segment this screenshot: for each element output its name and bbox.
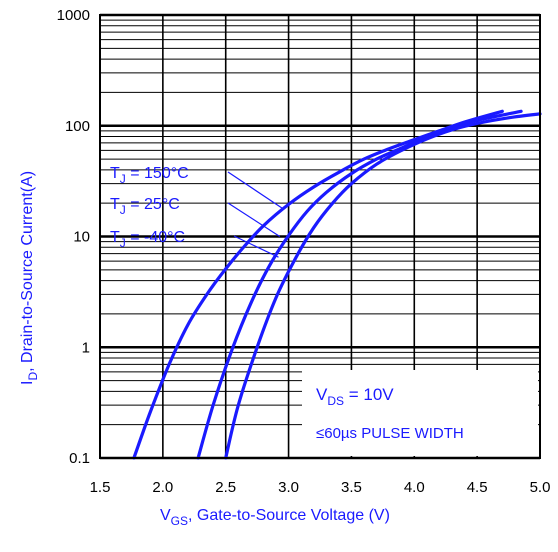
plot-frame	[99, 14, 541, 459]
y-tick-label: 100	[65, 118, 90, 135]
series-line-2	[224, 112, 542, 460]
y-tick-label: 10	[73, 229, 90, 246]
x-axis-label: VGS, Gate-to-Source Voltage (V)	[160, 507, 390, 528]
curve-labels: TJ = 150°C TJ = 25°C TJ = -40°C	[110, 165, 189, 250]
leader-line-2	[233, 235, 279, 258]
curve-label-1: TJ = 25°C	[110, 196, 180, 217]
label-leader-lines	[227, 171, 283, 258]
x-tick-labels: 1.5 2.0 2.5 3.0 3.5 4.0 4.5 5.0	[90, 479, 551, 496]
series-line-0	[132, 109, 504, 460]
curve-label-0: TJ = 150°C	[110, 165, 189, 186]
pulse-condition: ≤60µs PULSE WIDTH	[316, 425, 464, 442]
series-line-1	[196, 109, 523, 460]
y-tick-label: 0.1	[69, 450, 90, 467]
x-tick-label: 2.5	[215, 479, 236, 496]
y-tick-label: 1000	[57, 7, 90, 24]
x-tick-label: 4.5	[467, 479, 488, 496]
x-tick-label: 3.5	[341, 479, 362, 496]
x-tick-label: 1.5	[90, 479, 111, 496]
y-tick-label: 1	[82, 339, 90, 356]
x-tick-label: 2.0	[152, 479, 173, 496]
curve-label-2: TJ = -40°C	[110, 229, 185, 250]
minor-gridlines	[100, 19, 540, 426]
leader-line-0	[227, 171, 283, 209]
leader-line-1	[227, 202, 281, 238]
y-axis-label: ID, Drain-to-Source Current(A)	[19, 171, 40, 385]
x-tick-label: 3.0	[278, 479, 299, 496]
x-tick-label: 5.0	[530, 479, 551, 496]
x-tick-label: 4.0	[404, 479, 425, 496]
conditions-box	[302, 370, 538, 456]
curves	[132, 109, 542, 460]
y-tick-labels: 0.1 1 10 100 1000	[57, 7, 90, 467]
vds-condition: VDS = 10V	[316, 385, 394, 408]
